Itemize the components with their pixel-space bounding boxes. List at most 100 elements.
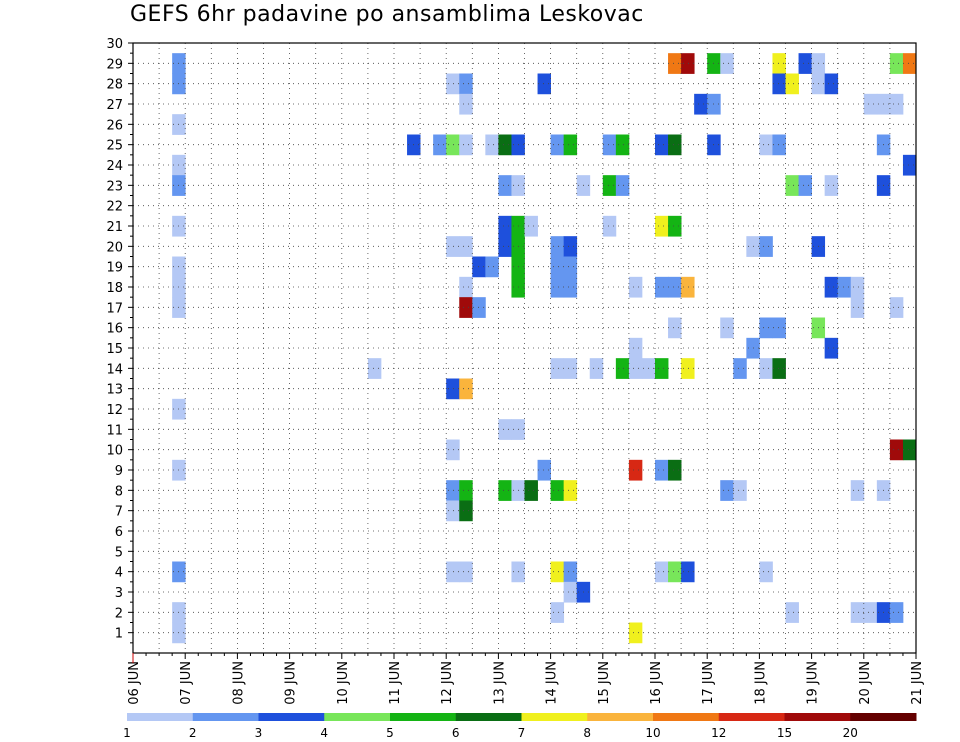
y-tick-label: 28 <box>106 78 123 93</box>
colorbar-label: 2 <box>189 726 197 740</box>
heatmap-cell <box>459 134 473 156</box>
heatmap-cell <box>681 53 695 74</box>
colorbar-swatch <box>258 713 325 721</box>
heatmap-cell <box>459 500 473 522</box>
heatmap-cell <box>628 276 643 298</box>
heatmap-cell <box>485 134 499 156</box>
heatmap-cell <box>772 73 786 95</box>
heatmap-cell <box>759 358 773 379</box>
heatmap-cell <box>889 602 904 623</box>
colorbar-label: 15 <box>777 726 792 740</box>
heatmap-cell <box>459 93 473 115</box>
heatmap-cell <box>655 215 669 237</box>
heatmap-cell <box>668 53 682 74</box>
y-tick-label: 9 <box>115 464 123 479</box>
heatmap-cell <box>563 358 578 379</box>
y-tick-label: 7 <box>115 505 123 520</box>
heatmap-cell <box>367 358 382 379</box>
heatmap-cell <box>668 459 682 481</box>
y-tick-label: 15 <box>106 342 123 357</box>
heatmap-cell <box>459 480 473 501</box>
x-tick-label: 06 JUN <box>127 661 142 705</box>
y-tick-label: 30 <box>106 37 123 52</box>
colorbar-swatch <box>718 713 785 721</box>
y-tick-label: 20 <box>106 240 123 255</box>
heatmap-cell <box>889 93 904 115</box>
heatmap-cell <box>772 53 786 74</box>
x-tick-label: 21 JUN <box>910 661 925 705</box>
x-tick-label: 13 JUN <box>492 661 507 705</box>
colorbar-label: 1 <box>123 726 131 740</box>
grid-layer <box>133 43 916 653</box>
y-tick-label: 16 <box>106 322 123 337</box>
y-tick-label: 26 <box>106 118 123 133</box>
heatmap-cell <box>694 93 708 115</box>
heatmap-cell <box>459 236 473 257</box>
heatmap-cell <box>550 134 565 156</box>
heatmap-cell <box>902 53 917 74</box>
y-tick-label: 10 <box>106 444 123 459</box>
colorbar-label: 3 <box>255 726 263 740</box>
heatmap-cell <box>759 317 773 339</box>
heatmap-cell <box>615 358 630 379</box>
heatmap-cell <box>681 561 695 583</box>
heatmap-cell <box>589 358 604 379</box>
heatmap-cell <box>798 53 812 74</box>
y-tick-label: 13 <box>106 383 123 398</box>
heatmap-cell <box>446 561 460 583</box>
y-tick-label: 8 <box>115 484 123 499</box>
heatmap-cell <box>733 480 747 501</box>
colorbar-label: 20 <box>843 726 858 740</box>
heatmap-cell <box>524 480 538 501</box>
heatmap-cell <box>446 500 460 522</box>
heatmap-cell <box>446 378 460 400</box>
y-tick-label: 11 <box>106 423 123 438</box>
chart-title: GEFS 6hr padavine po ansamblima Leskovac <box>130 2 644 27</box>
heatmap-cell <box>628 337 643 359</box>
colorbar-swatch <box>521 713 588 721</box>
heatmap-cell <box>498 215 512 237</box>
y-tick-label: 21 <box>106 220 123 235</box>
heatmap-cell <box>863 93 878 115</box>
heatmap-cell <box>459 378 473 400</box>
heatmap-cell <box>563 561 578 583</box>
heatmap-cell <box>446 480 460 501</box>
heatmap-cell <box>498 480 512 501</box>
x-tick-label: 16 JUN <box>649 661 664 705</box>
y-tick-label: 24 <box>106 159 123 174</box>
y-tick-label: 17 <box>106 301 123 316</box>
y-tick-label: 29 <box>106 57 123 72</box>
colorbar-label: 4 <box>320 726 328 740</box>
heatmap-cell <box>550 602 565 623</box>
heatmap-cell <box>602 215 617 237</box>
heatmap-cell <box>668 134 682 156</box>
colorbar-legend: 1 2 3 4 5 6 7 8 10 12 15 20 <box>123 713 917 740</box>
y-axis: 1234567891011121314151617181920212223242… <box>106 37 133 644</box>
heatmap-cell <box>628 358 643 379</box>
x-tick-label: 09 JUN <box>284 661 299 705</box>
x-tick-label: 15 JUN <box>597 661 612 705</box>
heatmap-cell <box>655 358 669 379</box>
heatmap-cell <box>433 134 447 156</box>
heatmap-cell <box>602 134 617 156</box>
heatmap-cell <box>772 358 786 379</box>
colorbar-swatch <box>784 713 851 721</box>
colorbar-swatch <box>324 713 391 721</box>
y-tick-label: 2 <box>115 606 123 621</box>
heatmap-cell <box>459 561 473 583</box>
heatmap-cell <box>446 134 460 156</box>
heatmap-cell <box>785 73 799 95</box>
heatmap-cell <box>850 297 865 318</box>
x-tick-label: 18 JUN <box>753 661 768 705</box>
heatmap-cell <box>863 602 878 623</box>
heatmap-cell <box>837 276 852 298</box>
y-tick-label: 6 <box>115 525 123 540</box>
colorbar-label: 8 <box>583 726 591 740</box>
y-tick-label: 4 <box>115 566 123 581</box>
heatmap-cell <box>759 236 773 257</box>
heatmap-cell <box>655 561 669 583</box>
x-tick-label: 19 JUN <box>806 661 821 705</box>
colorbar-swatch <box>587 713 654 721</box>
colorbar-swatch <box>455 713 522 721</box>
heatmap-cell <box>472 297 486 318</box>
